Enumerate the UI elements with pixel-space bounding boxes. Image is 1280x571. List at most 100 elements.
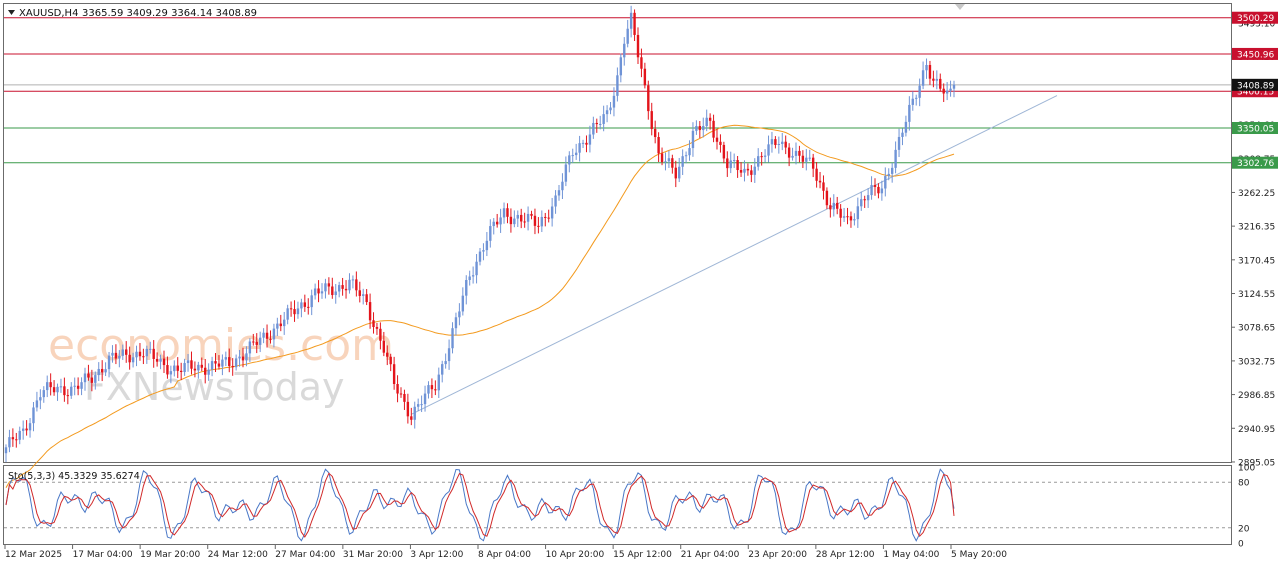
candle-body bbox=[76, 385, 80, 389]
candle-body bbox=[217, 363, 221, 367]
candle-body bbox=[289, 308, 293, 310]
stochastic-tick-label: 0 bbox=[1238, 540, 1244, 550]
candle-body bbox=[135, 351, 138, 358]
candle-body bbox=[100, 368, 104, 373]
candle-body bbox=[334, 291, 337, 296]
candle-body bbox=[554, 195, 557, 207]
candle-body bbox=[379, 328, 382, 341]
candle-body bbox=[544, 216, 547, 218]
candles-group bbox=[4, 5, 956, 462]
time-tick-label: 17 Mar 04:00 bbox=[73, 550, 133, 560]
candle-body bbox=[269, 338, 272, 340]
candle-body bbox=[887, 173, 890, 177]
current-price-tag bbox=[1232, 78, 1278, 91]
dropdown-triangle-icon[interactable] bbox=[8, 10, 15, 15]
candle-body bbox=[653, 128, 657, 138]
time-tick-label: 21 Apr 04:00 bbox=[681, 550, 740, 560]
candle-body bbox=[502, 208, 506, 218]
candle-body bbox=[616, 75, 619, 96]
candle-body bbox=[337, 285, 341, 292]
candle-body bbox=[52, 387, 56, 393]
candle-body bbox=[358, 290, 361, 296]
candle-body bbox=[111, 352, 114, 356]
candle-body bbox=[252, 341, 255, 343]
candle-body bbox=[581, 142, 585, 144]
candle-body bbox=[633, 12, 636, 35]
candle-body bbox=[248, 341, 252, 354]
chart-shift-marker-icon[interactable] bbox=[955, 4, 965, 10]
candle-body bbox=[8, 437, 11, 448]
candle-body bbox=[214, 361, 217, 364]
candle-body bbox=[399, 393, 403, 395]
moving-average-group bbox=[5, 124, 955, 488]
ascending-trendline bbox=[411, 95, 1058, 415]
candle-body bbox=[794, 150, 798, 156]
level-price-label: 3500.29 bbox=[1237, 14, 1274, 24]
price-tick-label: 2940.95 bbox=[1238, 425, 1275, 435]
candle-body bbox=[410, 416, 413, 420]
candle-body bbox=[623, 43, 626, 58]
candle-body bbox=[708, 117, 712, 121]
candle-body bbox=[602, 114, 605, 124]
candle-body bbox=[107, 355, 111, 370]
stochastic-main-line bbox=[5, 468, 955, 542]
candle-body bbox=[441, 364, 444, 375]
candle-body bbox=[781, 141, 784, 144]
candle-body bbox=[757, 156, 760, 167]
candle-body bbox=[729, 160, 732, 169]
time-tick-label: 1 May 04:00 bbox=[883, 550, 939, 560]
candle-body bbox=[650, 111, 653, 129]
candle-body bbox=[221, 359, 224, 367]
candle-body bbox=[561, 181, 564, 191]
candle-body bbox=[396, 384, 399, 394]
candle-body bbox=[331, 286, 334, 296]
candle-body bbox=[173, 365, 176, 372]
candle-body bbox=[629, 12, 633, 29]
candle-body bbox=[574, 152, 578, 156]
candle-body bbox=[836, 202, 839, 209]
candle-body bbox=[451, 328, 454, 349]
candle-body bbox=[702, 126, 705, 131]
time-tick-label: 27 Mar 04:00 bbox=[275, 550, 335, 560]
candle-body bbox=[609, 107, 612, 111]
candle-body bbox=[798, 150, 801, 156]
candle-body bbox=[825, 190, 829, 206]
level-price-tag bbox=[1232, 122, 1278, 135]
candle-body bbox=[413, 406, 416, 420]
candle-body bbox=[571, 155, 574, 157]
candle-body bbox=[932, 78, 935, 81]
candle-body bbox=[746, 168, 750, 171]
candle-body bbox=[550, 206, 554, 219]
candle-body bbox=[915, 97, 918, 99]
candle-body bbox=[224, 357, 228, 360]
ohlc-values: 3365.59 3409.29 3364.14 3408.89 bbox=[82, 8, 257, 19]
candle-body bbox=[513, 218, 516, 225]
candle-body bbox=[420, 404, 423, 406]
candle-body bbox=[643, 68, 647, 86]
candle-body bbox=[193, 368, 197, 371]
candle-body bbox=[149, 348, 152, 350]
candle-body bbox=[599, 123, 602, 125]
candle-body bbox=[444, 361, 447, 365]
candle-body bbox=[389, 356, 392, 365]
candle-body bbox=[11, 437, 15, 440]
candle-body bbox=[526, 213, 530, 222]
candle-body bbox=[63, 386, 66, 396]
candle-body bbox=[949, 88, 952, 91]
time-tick-label: 3 Apr 12:00 bbox=[410, 550, 463, 560]
candle-body bbox=[695, 125, 698, 131]
candle-body bbox=[80, 382, 83, 389]
candle-body bbox=[860, 199, 863, 207]
candle-body bbox=[722, 144, 726, 159]
candle-body bbox=[300, 302, 303, 309]
candle-body bbox=[736, 160, 739, 171]
candle-body bbox=[169, 371, 173, 375]
candle-body bbox=[808, 157, 811, 159]
candle-body bbox=[568, 155, 571, 165]
candle-body bbox=[877, 186, 880, 194]
candle-body bbox=[787, 147, 791, 158]
candle-body bbox=[179, 370, 183, 373]
candle-body bbox=[90, 377, 94, 383]
